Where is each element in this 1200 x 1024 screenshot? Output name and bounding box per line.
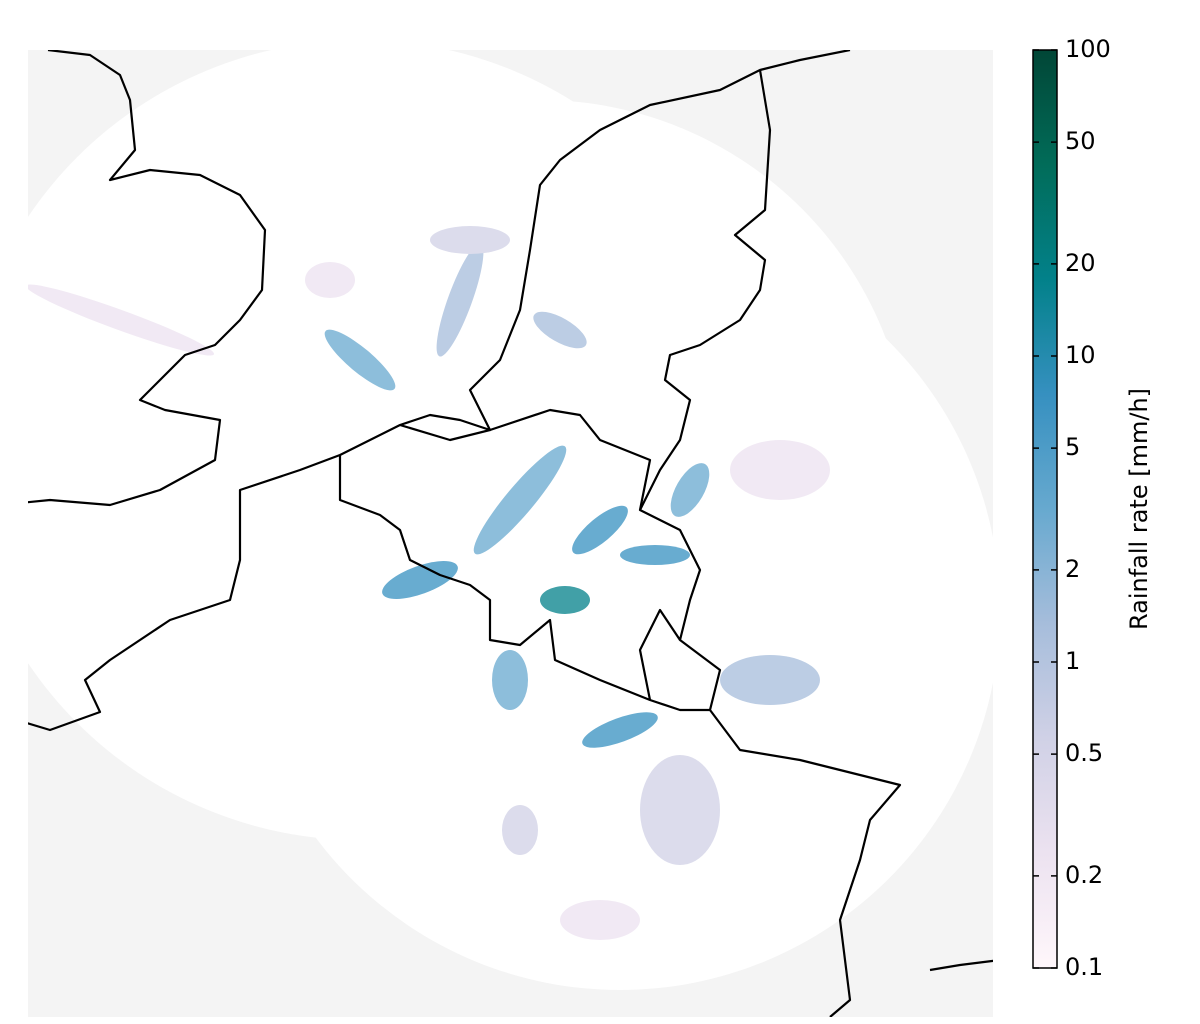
border xyxy=(338,455,710,712)
map xyxy=(28,50,993,1017)
tick-label: 5 xyxy=(1065,433,1080,461)
coastline xyxy=(28,50,851,732)
tick-label: 10 xyxy=(1065,341,1096,369)
rain-field xyxy=(28,226,830,940)
tick-label: 0.2 xyxy=(1065,861,1103,889)
tick-label: 100 xyxy=(1065,35,1111,63)
tick-label: 50 xyxy=(1065,127,1096,155)
colorbar-fill xyxy=(1032,49,1058,969)
tick-label: 0.5 xyxy=(1065,739,1103,767)
border xyxy=(638,69,902,1017)
colorbar-label: Rainfall rate [mm/h] xyxy=(1125,388,1153,630)
coastline xyxy=(28,50,267,507)
colorbar: 0.1 0.2 0.5 1 2 5 10 20 50 100 Rainfall rate [mm/h… xyxy=(1032,35,1153,981)
coastline xyxy=(929,959,993,972)
tick-label: 20 xyxy=(1065,249,1096,277)
border xyxy=(399,408,652,511)
tick-label: 0.1 xyxy=(1065,953,1103,981)
tick-label: 2 xyxy=(1065,555,1080,583)
border xyxy=(638,608,681,701)
tick-label: 1 xyxy=(1065,647,1080,675)
